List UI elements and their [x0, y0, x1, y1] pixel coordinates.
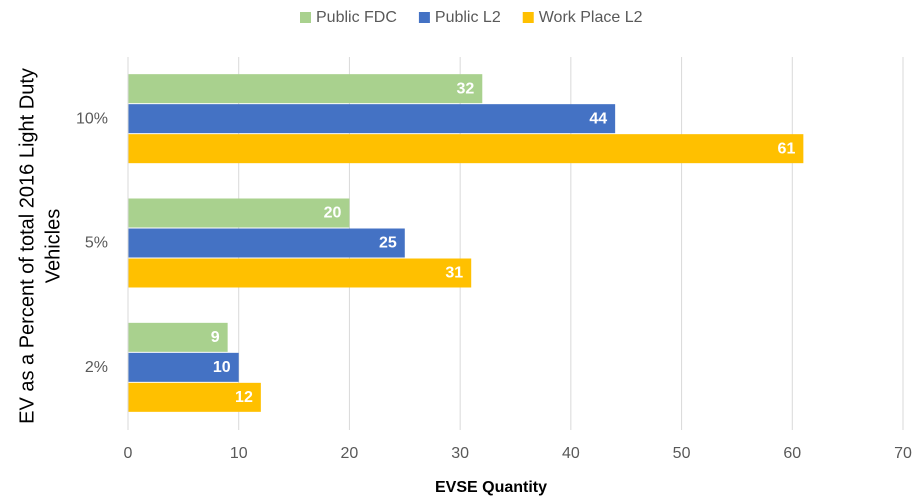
bar	[128, 74, 483, 104]
bar	[128, 352, 239, 382]
y-tick-label: 5%	[85, 235, 108, 252]
data-label: 61	[778, 140, 796, 157]
x-tick-label: 10	[230, 445, 248, 462]
legend-label: Public L2	[435, 9, 501, 26]
bar	[128, 382, 261, 412]
legend-label: Work Place L2	[539, 9, 643, 26]
legend-label: Public FDC	[316, 9, 397, 26]
bar	[128, 134, 804, 164]
data-label: 44	[589, 110, 607, 127]
bar	[128, 258, 472, 288]
legend-swatch	[300, 12, 311, 23]
data-label: 32	[456, 80, 474, 97]
x-tick-label: 0	[124, 445, 133, 462]
data-label: 25	[379, 235, 397, 252]
bar	[128, 322, 228, 352]
bar	[128, 104, 616, 134]
bar	[128, 228, 405, 258]
x-tick-label: 20	[341, 445, 359, 462]
y-axis-label: Vehicles	[42, 209, 64, 284]
x-tick-label: 40	[562, 445, 580, 462]
legend-swatch	[522, 12, 534, 23]
y-axis-label-group: EV as a Percent of total 2016 Light Duty…	[16, 68, 64, 424]
data-label: 10	[213, 359, 231, 376]
x-tick-label: 30	[451, 445, 469, 462]
data-label: 9	[211, 329, 220, 346]
x-tick-label: 70	[894, 445, 912, 462]
y-tick-label: 2%	[85, 359, 108, 376]
x-tick-label: 60	[783, 445, 801, 462]
bar	[128, 198, 350, 228]
data-label: 31	[445, 265, 463, 282]
y-tick-label: 10%	[76, 110, 108, 127]
y-axis-label: EV as a Percent of total 2016 Light Duty	[16, 68, 38, 424]
data-label: 12	[235, 389, 253, 406]
data-label: 20	[324, 205, 342, 222]
x-axis-label: EVSE Quantity	[435, 479, 547, 496]
legend-swatch	[418, 12, 430, 23]
x-tick-label: 50	[673, 445, 691, 462]
